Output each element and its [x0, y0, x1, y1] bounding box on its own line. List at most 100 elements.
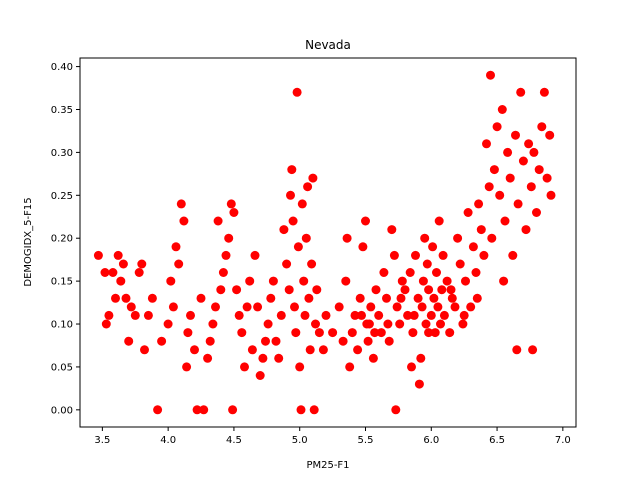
data-point-1: [100, 268, 110, 277]
data-point-137: [430, 328, 440, 338]
data-point-14: [137, 259, 147, 269]
data-point-78: [300, 310, 310, 320]
data-point-68: [287, 165, 297, 175]
data-point-146: [445, 328, 455, 338]
data-point-11: [126, 302, 136, 312]
data-point-174: [513, 199, 523, 209]
data-point-92: [334, 302, 344, 312]
data-point-74: [295, 362, 305, 372]
x-tick-label: 5.5: [358, 435, 374, 446]
data-point-37: [211, 302, 220, 312]
data-point-10: [124, 336, 134, 346]
data-point-81: [304, 293, 314, 303]
data-point-88: [314, 328, 324, 338]
data-point-161: [484, 182, 494, 192]
data-point-19: [157, 336, 167, 346]
data-point-156: [471, 268, 481, 277]
data-point-176: [518, 156, 528, 166]
data-point-90: [321, 310, 331, 320]
data-point-9: [121, 293, 131, 303]
data-point-107: [371, 285, 381, 295]
data-point-181: [529, 147, 539, 157]
data-point-73: [293, 242, 303, 252]
data-point-94: [341, 276, 351, 286]
data-point-32: [196, 293, 206, 303]
data-point-184: [537, 122, 547, 132]
data-point-17: [147, 293, 157, 303]
data-point-46: [232, 285, 242, 295]
y-tick-label: 0.30: [51, 148, 73, 159]
data-point-108: [374, 310, 384, 320]
data-point-130: [420, 233, 430, 243]
data-point-112: [384, 336, 394, 346]
data-point-126: [414, 379, 424, 389]
data-point-170: [505, 173, 515, 183]
data-point-163: [487, 233, 497, 243]
data-point-49: [240, 362, 249, 372]
data-point-168: [500, 216, 510, 226]
data-point-157: [474, 199, 484, 209]
data-point-136: [429, 293, 439, 303]
data-point-4: [108, 268, 118, 277]
data-point-116: [392, 302, 402, 312]
data-point-122: [407, 362, 416, 372]
data-point-76: [297, 199, 307, 209]
data-point-106: [368, 353, 378, 363]
data-point-44: [229, 208, 239, 217]
x-tick-label: 6.0: [423, 435, 439, 446]
data-point-177: [521, 225, 531, 235]
data-point-123: [408, 328, 418, 338]
data-point-125: [413, 293, 423, 303]
data-point-41: [221, 250, 231, 260]
data-point-191: [459, 310, 469, 320]
data-point-172: [511, 130, 520, 140]
data-point-145: [442, 276, 452, 286]
data-point-39: [216, 285, 226, 295]
data-point-83: [307, 259, 317, 269]
x-tick-label: 7.0: [555, 435, 571, 446]
data-point-199: [364, 319, 374, 329]
data-point-114: [389, 250, 399, 260]
data-point-25: [176, 199, 186, 209]
data-point-185: [539, 87, 549, 97]
y-tick-label: 0.20: [51, 234, 73, 245]
data-point-28: [183, 328, 193, 338]
data-point-149: [453, 233, 463, 243]
y-tick-label: 0.15: [51, 277, 73, 288]
data-point-98: [350, 310, 360, 320]
data-point-77: [299, 276, 309, 286]
data-point-96: [345, 362, 355, 372]
x-tick-label: 5.0: [292, 435, 308, 446]
data-point-180: [528, 345, 538, 355]
data-point-43: [226, 199, 236, 209]
data-point-86: [311, 319, 320, 329]
data-point-111: [382, 293, 391, 303]
data-point-53: [250, 250, 260, 260]
data-point-192: [446, 285, 456, 295]
data-point-59: [266, 293, 276, 303]
data-point-190: [472, 293, 482, 303]
data-point-113: [387, 225, 397, 235]
chart-title: Nevada: [305, 38, 351, 52]
data-point-165: [492, 122, 502, 132]
data-point-127: [416, 353, 426, 363]
data-point-100: [355, 293, 365, 303]
data-point-26: [179, 216, 189, 226]
data-point-91: [328, 328, 338, 338]
data-point-162: [486, 70, 495, 80]
data-point-48: [237, 328, 247, 338]
data-point-142: [437, 285, 447, 295]
x-axis: 3.5 4.0 4.5 5.0 5.5 6.0 6.5 7.0: [94, 427, 571, 446]
data-point-129: [418, 276, 428, 286]
data-point-133: [424, 285, 434, 295]
data-point-186: [542, 173, 552, 183]
y-tick-label: 0.10: [51, 320, 73, 331]
data-point-51: [245, 276, 255, 286]
data-point-164: [489, 165, 499, 175]
data-point-139: [433, 302, 443, 312]
data-point-67: [286, 190, 295, 200]
data-point-84: [308, 173, 318, 183]
data-point-158: [476, 225, 486, 235]
data-point-188: [546, 190, 556, 200]
data-point-194: [409, 310, 419, 320]
